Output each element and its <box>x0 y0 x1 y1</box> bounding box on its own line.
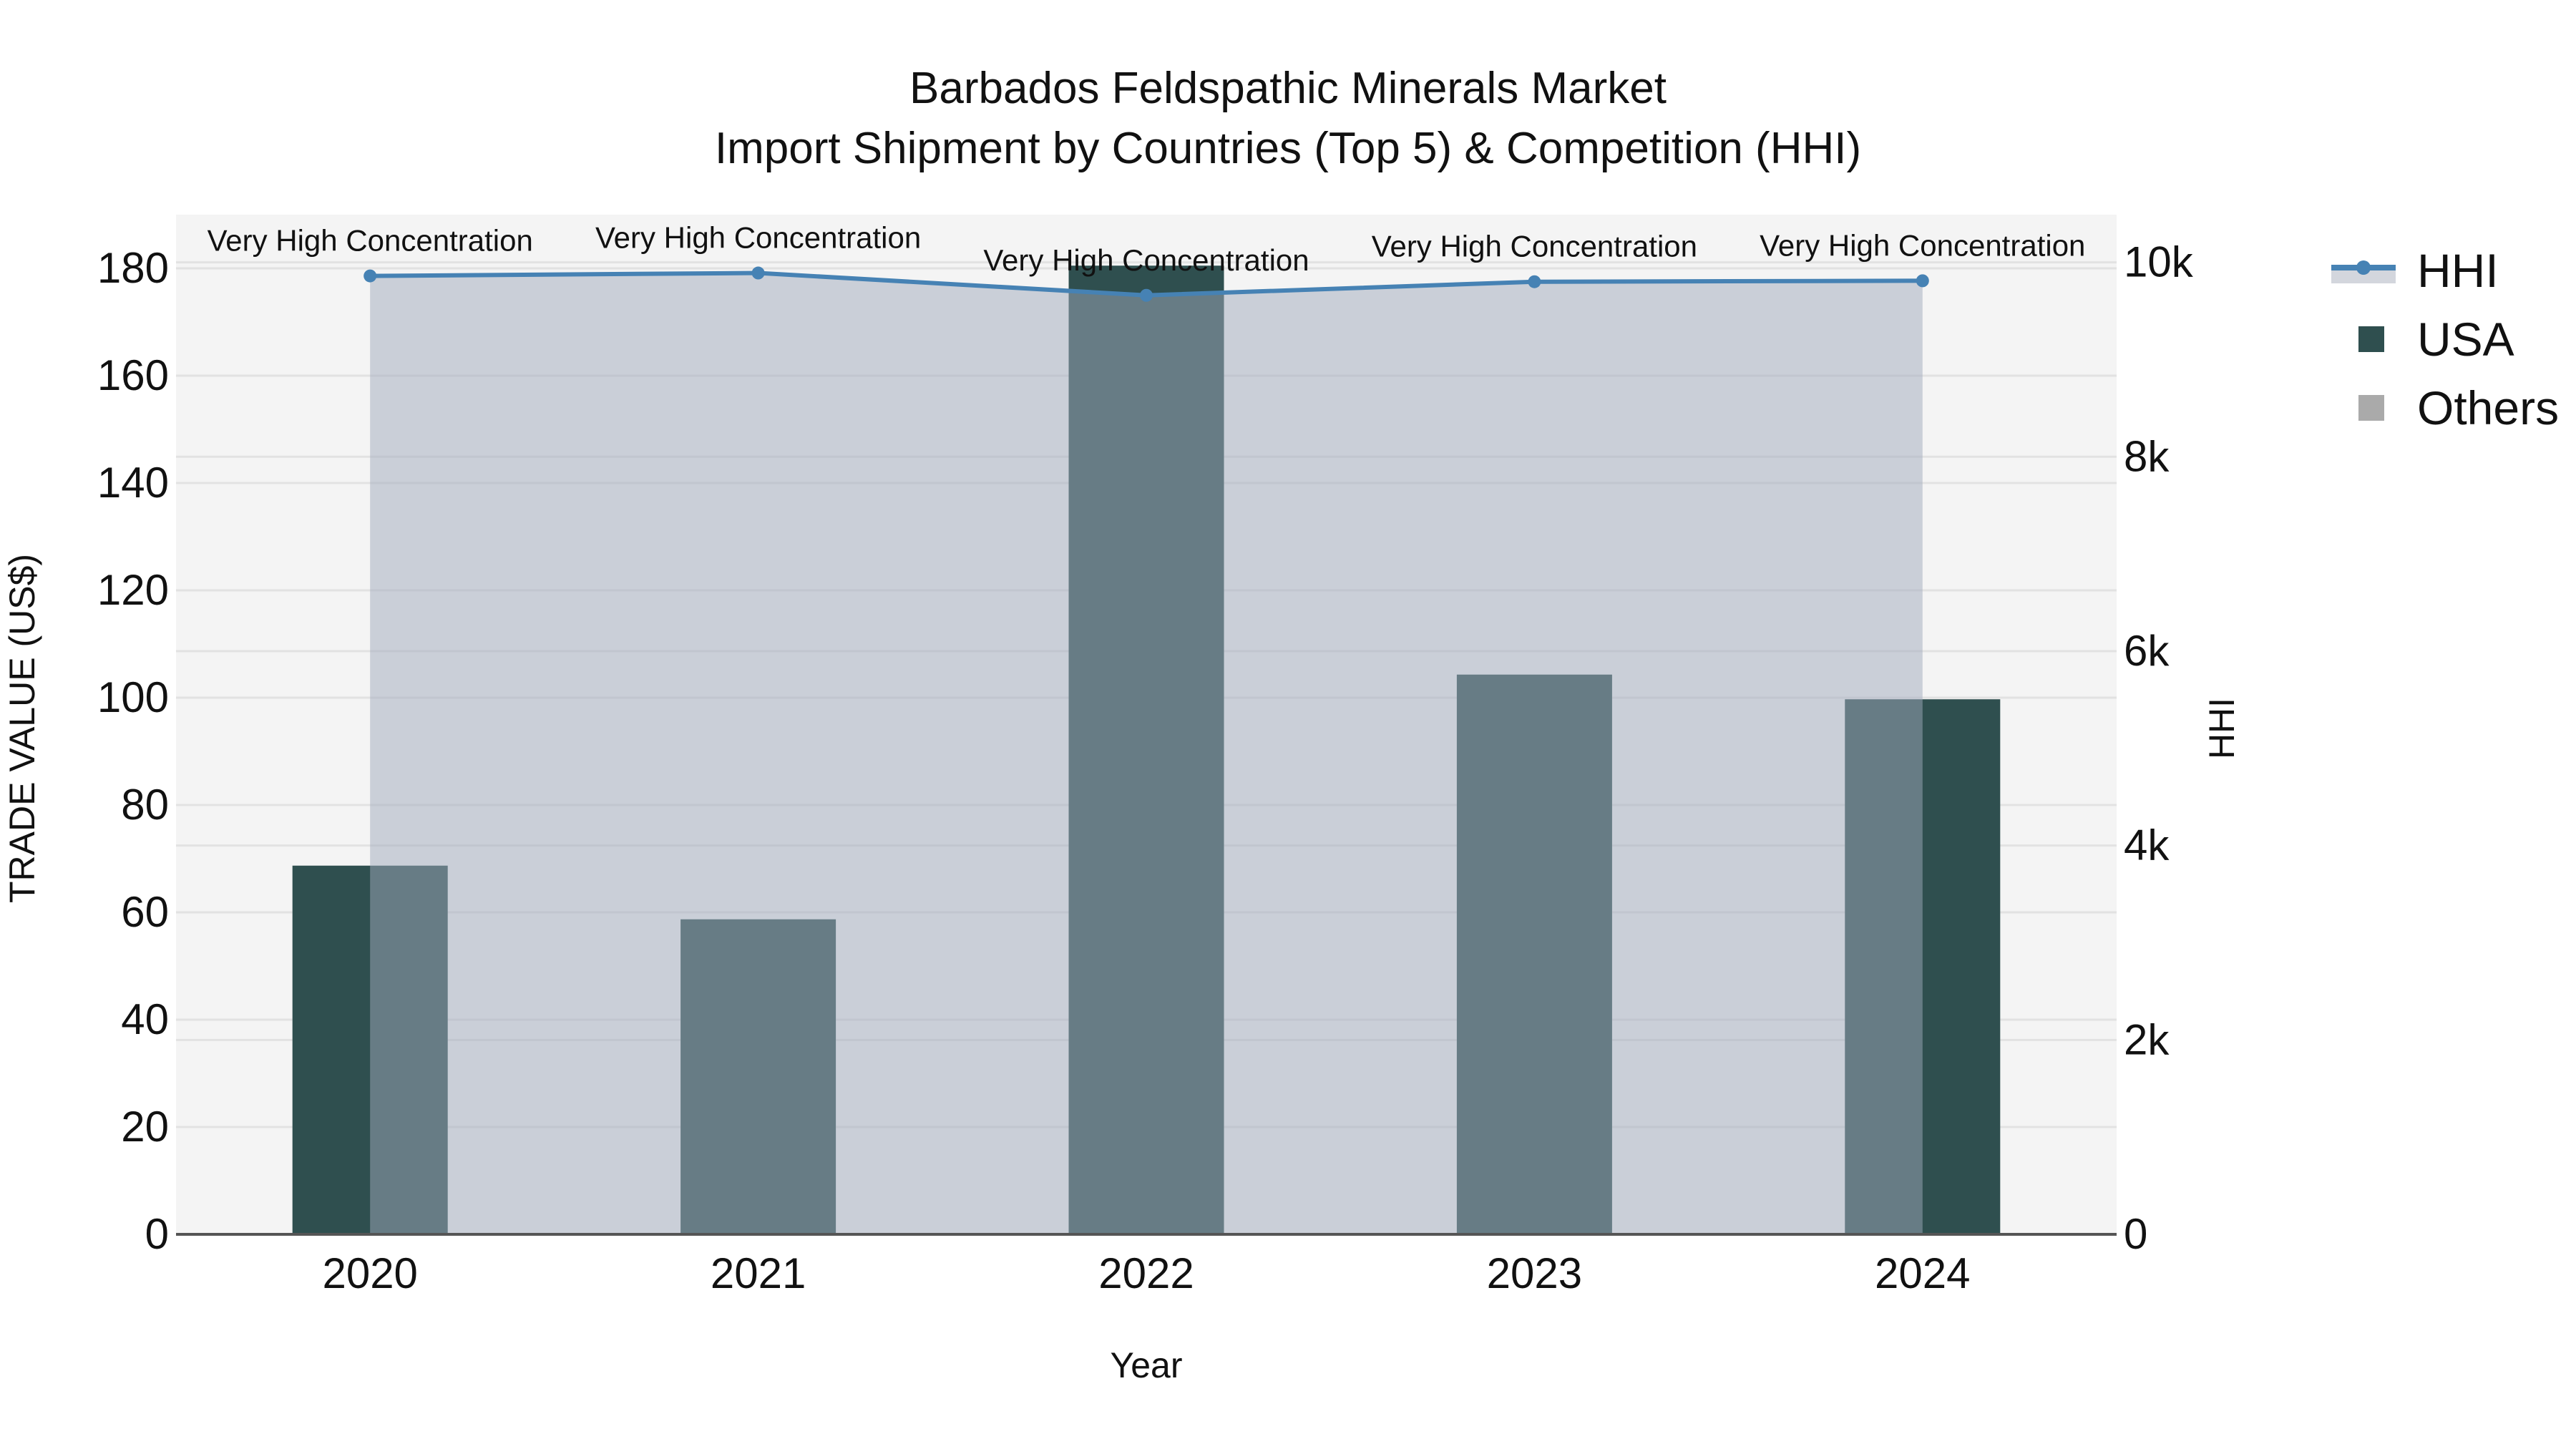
line-marker-icon <box>2331 249 2403 292</box>
legend-item-hhi[interactable]: HHI <box>2331 236 2559 305</box>
y-right-tick-label: 2k <box>2124 1015 2170 1063</box>
chart-title-line2: Import Shipment by Countries (Top 5) & C… <box>714 124 1862 173</box>
hhi-annotation: Very High Concentration <box>595 221 921 255</box>
hhi-point[interactable] <box>1916 274 1929 288</box>
hhi-annotation: Very High Concentration <box>983 243 1309 277</box>
legend-label: USA <box>2417 313 2514 366</box>
hhi-area <box>370 273 1923 1234</box>
y-left-tick-label: 80 <box>121 781 169 829</box>
x-tick-label: 2021 <box>711 1249 806 1297</box>
square-swatch-icon <box>2331 386 2403 429</box>
hhi-point[interactable] <box>364 269 377 283</box>
legend-label: Others <box>2417 381 2560 434</box>
x-tick-label: 2022 <box>1098 1249 1194 1297</box>
y-right-axis-title: HHI <box>2202 698 2242 759</box>
hhi-point[interactable] <box>1140 288 1153 302</box>
y-right-tick-label: 0 <box>2124 1210 2147 1258</box>
chart-title-line1: Barbados Feldspathic Minerals Market <box>909 64 1667 113</box>
x-tick-label: 2024 <box>1875 1249 1970 1297</box>
hhi-annotation: Very High Concentration <box>1760 228 2085 262</box>
y-right-tick-label: 10k <box>2124 238 2194 286</box>
hhi-point[interactable] <box>1528 275 1541 288</box>
y-left-tick-label: 20 <box>121 1103 169 1151</box>
legend-label: HHI <box>2417 244 2499 297</box>
y-left-tick-label: 160 <box>97 351 169 399</box>
x-tick-label: 2020 <box>322 1249 417 1297</box>
legend-item-others[interactable]: Others <box>2331 374 2559 442</box>
y-left-tick-label: 60 <box>121 888 169 936</box>
y-left-tick-label: 100 <box>97 673 169 721</box>
y-left-tick-label: 140 <box>97 459 169 507</box>
square-swatch-icon <box>2331 318 2403 361</box>
x-axis-title: Year <box>1110 1345 1182 1385</box>
y-right-tick-label: 6k <box>2124 627 2170 675</box>
y-left-tick-label: 180 <box>97 244 169 292</box>
hhi-annotation: Very High Concentration <box>1372 230 1697 263</box>
y-left-tick-label: 0 <box>145 1210 169 1258</box>
legend: HHI USA Others <box>2331 236 2559 442</box>
y-right-tick-label: 8k <box>2124 432 2170 480</box>
y-left-axis-title: TRADE VALUE (US$) <box>2 554 42 903</box>
legend-item-usa[interactable]: USA <box>2331 305 2559 374</box>
hhi-annotation: Very High Concentration <box>208 224 533 258</box>
y-left-tick-label: 120 <box>97 566 169 614</box>
hhi-point[interactable] <box>751 266 765 280</box>
x-tick-label: 2023 <box>1487 1249 1582 1297</box>
y-left-tick-label: 40 <box>121 995 169 1043</box>
y-right-tick-label: 4k <box>2124 821 2170 869</box>
